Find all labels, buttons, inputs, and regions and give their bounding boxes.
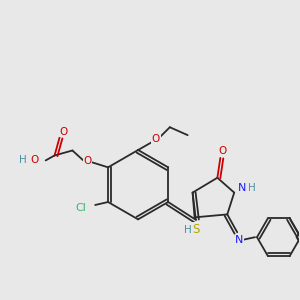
Text: S: S [192,223,199,236]
Text: N: N [235,235,243,245]
Text: H: H [248,183,256,193]
Text: O: O [31,155,39,165]
Text: O: O [83,156,92,167]
Text: O: O [152,134,160,144]
Text: H: H [19,155,27,165]
Text: O: O [59,127,68,137]
Text: Cl: Cl [75,203,86,213]
Text: N: N [238,183,246,193]
Text: O: O [218,146,226,156]
Text: H: H [184,225,192,235]
